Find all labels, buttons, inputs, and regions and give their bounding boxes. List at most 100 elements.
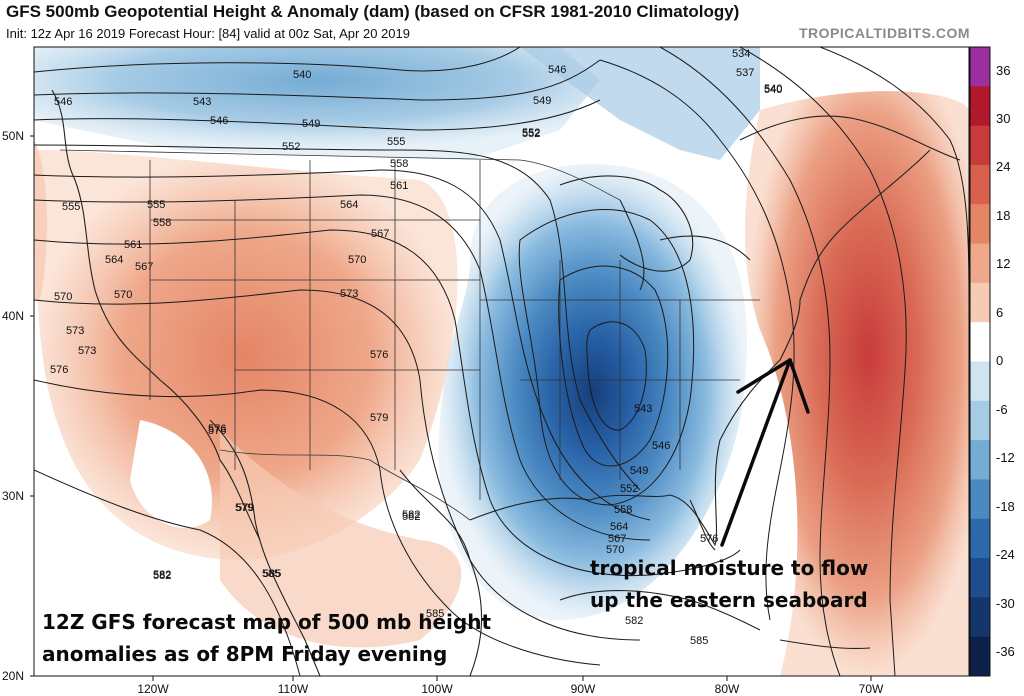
cutoff-low-negative-anomaly bbox=[438, 164, 747, 620]
hispaniola-outline bbox=[779, 639, 871, 649]
closed-low-contour-inner bbox=[586, 321, 647, 431]
contour-label: 561 bbox=[390, 180, 408, 192]
us-canada-border bbox=[59, 149, 621, 201]
colorbar-tick-label: -24 bbox=[996, 547, 1015, 562]
us-mexico-border bbox=[219, 449, 471, 521]
arrow-right-head bbox=[788, 358, 810, 414]
map-subtitle: Init: 12z Apr 16 2019 Forecast Hour: [84… bbox=[6, 26, 410, 41]
great-lakes-outline bbox=[559, 175, 694, 272]
colorbar-frame bbox=[969, 46, 991, 677]
lon-label: 80W bbox=[715, 682, 740, 696]
lon-label: 100W bbox=[421, 682, 453, 696]
contour-label: 582 bbox=[402, 511, 420, 523]
lon-label: 70W bbox=[859, 682, 884, 696]
lat-label: 30N bbox=[2, 489, 24, 503]
contour-label: 555 bbox=[62, 201, 80, 213]
colorbar-cell bbox=[970, 243, 990, 284]
contour-558 bbox=[34, 169, 651, 521]
contour-label: 570 bbox=[114, 289, 132, 301]
caption-line2: anomalies as of 8PM Friday evening bbox=[42, 642, 447, 666]
contour-labels: 546 543 540 546 549 552 555 558 561 564 … bbox=[50, 48, 782, 647]
contour-label: 552 bbox=[522, 127, 540, 139]
contour-label: 582 bbox=[153, 569, 171, 581]
contour-east-3 bbox=[739, 47, 907, 676]
contour-label: 576 bbox=[208, 423, 226, 435]
pacific-neutral-area bbox=[130, 420, 212, 528]
lon-label: 90W bbox=[571, 682, 596, 696]
contour-564 bbox=[34, 194, 651, 541]
contour-label: 549 bbox=[533, 95, 551, 107]
moisture-flow-arrows bbox=[720, 358, 810, 547]
contour-label: 540 bbox=[764, 83, 782, 95]
colorbar-cell bbox=[970, 47, 990, 87]
colorbar-tick-label: 36 bbox=[996, 63, 1010, 78]
moisture-annotation-line2: up the eastern seaboard bbox=[590, 588, 868, 612]
lon-label: 110W bbox=[278, 682, 309, 696]
lon-label: 120W bbox=[137, 682, 169, 696]
latitude-axis: 50N 40N 30N 20N bbox=[2, 129, 34, 683]
political-borders bbox=[59, 149, 760, 521]
contour-label: 552 bbox=[282, 141, 300, 153]
contour-label: 537 bbox=[736, 67, 754, 79]
contour-label: 567 bbox=[371, 228, 389, 240]
colorbar-tick-label: -12 bbox=[996, 450, 1015, 465]
contour-label: 576 bbox=[370, 349, 388, 361]
colorbar-cell bbox=[970, 322, 990, 362]
contour-label: 546 bbox=[54, 96, 72, 108]
colorbar-cell bbox=[970, 86, 990, 127]
contour-585 bbox=[34, 469, 301, 676]
colorbar-cells bbox=[970, 47, 990, 677]
colorbar-tick-label: 30 bbox=[996, 111, 1010, 126]
contour-label: 582 bbox=[625, 615, 643, 627]
colorbar-cell bbox=[970, 361, 990, 402]
colorbar-tick-label: 12 bbox=[996, 256, 1010, 271]
contour-label: 576 bbox=[700, 533, 718, 545]
colorbar-cell bbox=[970, 558, 990, 598]
st-lawrence-coast bbox=[739, 115, 961, 161]
colorbar-cell bbox=[970, 597, 990, 638]
contour-576 bbox=[34, 289, 641, 641]
contour-east-2 bbox=[659, 47, 841, 676]
contour-label: 567 bbox=[608, 533, 626, 545]
contour-label: 585 bbox=[426, 608, 444, 620]
colorbar-cell bbox=[970, 125, 990, 166]
contour-label: 573 bbox=[66, 325, 84, 337]
colorbar-cell bbox=[970, 440, 990, 480]
colorbar-cell bbox=[970, 518, 990, 559]
contour-540 bbox=[34, 47, 521, 73]
colorbar-cell bbox=[970, 636, 990, 677]
contour-label: 579 bbox=[370, 412, 388, 424]
mexico-positive-anomaly bbox=[220, 430, 462, 648]
contour-label: 570 bbox=[348, 254, 366, 266]
contour-label: 564 bbox=[610, 521, 628, 533]
contour-label: 543 bbox=[193, 96, 211, 108]
northern-negative-anomaly bbox=[34, 47, 600, 160]
contour-label: 555 bbox=[147, 199, 165, 211]
atlantic-ridge-positive-anomaly bbox=[745, 91, 969, 676]
colorbar-tick-label: -36 bbox=[996, 644, 1015, 659]
contour-label: 576 bbox=[208, 425, 226, 437]
contour-label: 561 bbox=[124, 239, 142, 251]
arrow-long-shaft bbox=[720, 358, 792, 547]
contour-label: 540 bbox=[293, 69, 311, 81]
contour-label: 579 bbox=[235, 502, 253, 514]
contour-east-1 bbox=[599, 59, 795, 621]
colorbar-cell bbox=[970, 400, 990, 441]
contour-label: 552 bbox=[620, 483, 638, 495]
colorbar-tick-label: 18 bbox=[996, 208, 1010, 223]
colorbar-tick-label: 6 bbox=[996, 305, 1003, 320]
gulf-and-east-coast bbox=[469, 149, 931, 547]
colorbar-tick-label: 0 bbox=[996, 353, 1003, 368]
closed-low-contour-mid bbox=[558, 265, 669, 467]
contour-label: 570 bbox=[54, 291, 72, 303]
source-watermark[interactable]: TROPICALTIDBITS.COM bbox=[798, 25, 970, 41]
coastal-positive-anomaly bbox=[34, 140, 47, 300]
colorbar-cell bbox=[970, 164, 990, 205]
contour-label: 558 bbox=[614, 504, 632, 516]
contour-555 bbox=[34, 144, 641, 491]
contour-label: 534 bbox=[732, 48, 750, 60]
colorbar-cell bbox=[970, 282, 990, 323]
contour-label: 546 bbox=[210, 115, 228, 127]
great-lakes-negative-anomaly bbox=[520, 47, 760, 160]
contour-570 bbox=[34, 229, 741, 577]
